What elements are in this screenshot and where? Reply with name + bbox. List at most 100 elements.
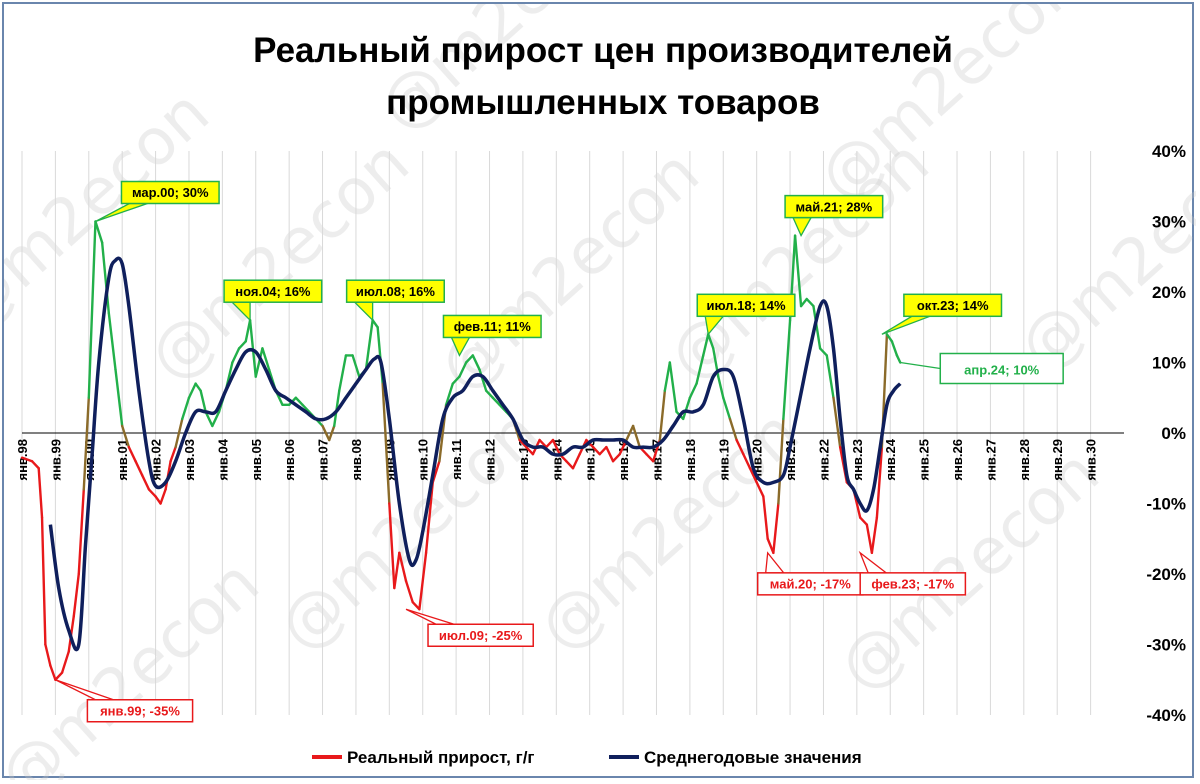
real-growth-segment (695, 354, 705, 385)
x-tick-label: янв.04 (215, 438, 230, 480)
x-tick-label: янв.29 (1050, 439, 1065, 481)
x-tick-label: янв.28 (1017, 439, 1032, 481)
x-tick-label: янв.26 (950, 439, 965, 481)
x-tick-label: янв.14 (549, 438, 564, 480)
real-growth-segment (491, 396, 501, 406)
annotation-pointer (900, 361, 941, 370)
real-growth-segment (100, 241, 111, 315)
real-growth-segment (707, 333, 715, 350)
x-tick-label: янв.18 (683, 439, 698, 481)
annotation-label: окт.23; 14% (917, 298, 989, 313)
legend: Реальный прирост, г/г Среднегодовые знач… (312, 748, 862, 767)
real-growth-segment (895, 354, 902, 364)
real-growth-segment (605, 445, 615, 463)
real-growth-segment (818, 347, 828, 357)
annotation-label: фев.23; -17% (871, 577, 954, 592)
annotation-box (696, 293, 796, 318)
x-tick-label: янв.19 (716, 439, 731, 481)
annotation-box (784, 194, 884, 219)
x-tick-label: янв.16 (616, 439, 631, 481)
real-growth-segment (717, 375, 725, 399)
real-growth-segment (301, 403, 311, 414)
real-growth-segment (398, 551, 408, 583)
annotation-box (859, 572, 967, 596)
real-growth-segment (805, 297, 815, 308)
real-growth-segment (147, 488, 157, 498)
y-tick-label: -30% (1146, 636, 1186, 655)
annotation-box (427, 623, 534, 647)
real-growth-segment (598, 445, 608, 456)
real-growth-segment (261, 347, 271, 371)
real-growth-segment (755, 481, 765, 498)
x-tick-label: янв.17 (649, 439, 664, 481)
annual-average-line (48, 256, 902, 652)
real-growth-segment (591, 445, 601, 456)
annotation-pointer (353, 301, 374, 322)
annotation-pointer (405, 608, 455, 625)
real-growth-segment (72, 572, 80, 618)
real-growth-segment (735, 438, 745, 456)
y-axis: 40% 30% 20% 10% 0% -10% -20% -30% -40% (1146, 142, 1186, 725)
real-growth-segment (371, 319, 379, 329)
real-growth-segment (411, 601, 421, 611)
y-tick-label: 20% (1152, 283, 1186, 302)
real-growth-segment (518, 438, 528, 449)
annotation-label: ноя.04; 16% (235, 284, 311, 299)
legend-label-annual-average: Среднегодовые значения (644, 748, 862, 767)
y-tick-label: 40% (1152, 142, 1186, 161)
chart-title-line-2: промышленных товаров (386, 83, 820, 122)
x-tick-label: янв.03 (182, 439, 197, 481)
x-tick-label: янв.12 (483, 439, 498, 481)
real-growth-segment (885, 333, 894, 343)
real-growth-segment (865, 523, 874, 555)
real-growth-segment (187, 382, 197, 399)
real-growth-segment (471, 354, 481, 371)
real-growth-segment (688, 382, 698, 399)
real-growth-segment (107, 311, 117, 371)
series-annual-average (48, 256, 902, 652)
x-tick-label: янв.01 (115, 439, 130, 481)
x-tick-label: янв.25 (917, 439, 932, 481)
real-growth-segment (625, 424, 635, 442)
real-growth-segment (782, 319, 792, 421)
real-growth-segment (94, 220, 104, 244)
real-growth-segment (742, 452, 752, 470)
real-growth-segment (793, 234, 803, 308)
real-growth-segment (631, 424, 641, 449)
annotation-label: апр.24; 10% (964, 363, 1039, 378)
real-growth-segment (20, 456, 34, 463)
real-growth-segment (645, 452, 655, 463)
real-growth-segment (722, 396, 732, 421)
real-growth-segment (364, 319, 374, 371)
annotation-box (86, 699, 194, 723)
annotation-box (939, 352, 1064, 385)
real-growth-segment (444, 382, 454, 406)
real-growth-segment (418, 551, 428, 611)
real-growth-segment (60, 650, 70, 674)
real-growth-segment (134, 460, 144, 477)
real-growth-segment (858, 516, 869, 526)
x-tick-label: янв.10 (416, 439, 431, 481)
real-growth-segment (87, 220, 97, 399)
real-growth-segment (498, 403, 508, 414)
real-growth-segment (321, 424, 331, 442)
real-growth-segment (77, 488, 85, 576)
x-tick-label: янв.08 (349, 439, 364, 481)
x-tick-label: янв.11 (449, 439, 464, 480)
real-growth-segment (484, 389, 495, 399)
real-growth-segment (663, 361, 672, 392)
real-growth-segment (464, 354, 475, 364)
real-growth-segment (231, 347, 241, 364)
x-tick-label: янв.98 (15, 439, 30, 481)
real-growth-segment (875, 445, 884, 519)
real-growth-segment (159, 488, 167, 505)
real-growth-segment (37, 467, 44, 519)
real-growth-segment (668, 361, 678, 414)
annotation-label: июл.18; 14% (707, 298, 787, 313)
annotations: янв.99; -35% мар.00; 30% ноя.04; 16% июл.08… (55, 180, 1064, 723)
annotation-label: май.21; 28% (796, 199, 873, 214)
real-growth-segment (338, 354, 348, 392)
real-growth-segment (748, 467, 758, 484)
annotation-pointer (764, 551, 786, 574)
